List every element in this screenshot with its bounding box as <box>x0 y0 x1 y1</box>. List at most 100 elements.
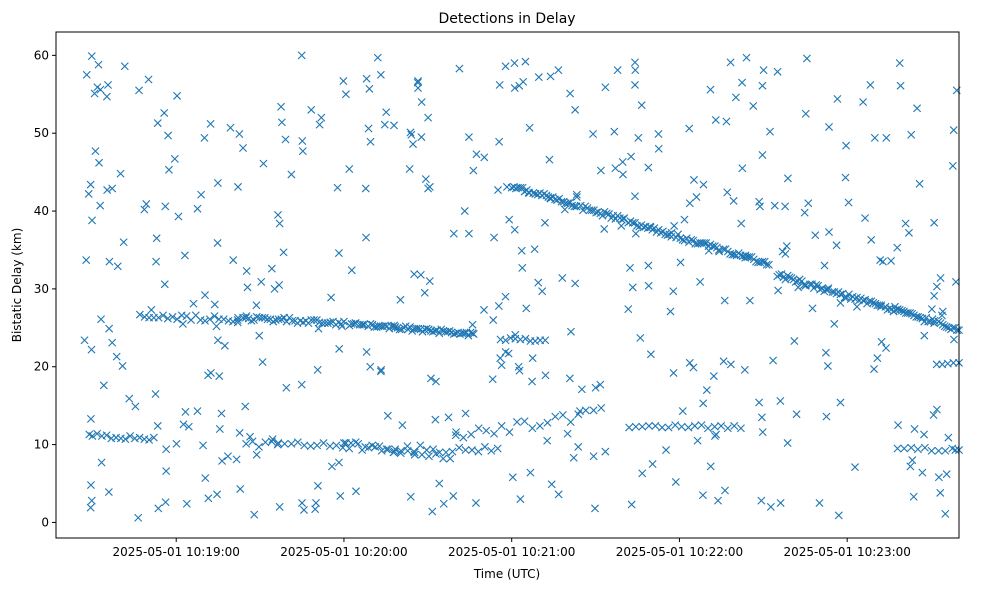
data-point <box>280 439 289 448</box>
data-point <box>882 344 891 353</box>
data-point <box>236 484 245 493</box>
data-point <box>164 165 173 174</box>
data-point <box>274 439 283 448</box>
data-point <box>720 296 729 305</box>
data-point <box>833 94 842 103</box>
data-point <box>745 296 754 305</box>
data-point <box>546 193 555 202</box>
data-point <box>689 363 698 372</box>
data-point <box>906 309 915 318</box>
data-point <box>413 78 422 87</box>
data-point <box>528 377 537 386</box>
data-point <box>540 218 549 227</box>
data-point <box>749 101 758 110</box>
data-point <box>646 223 655 232</box>
data-point <box>341 439 350 448</box>
data-point <box>261 438 270 447</box>
data-point <box>737 219 746 228</box>
data-point <box>870 133 879 142</box>
data-point <box>534 73 543 82</box>
data-point <box>604 210 613 219</box>
data-point <box>904 228 913 237</box>
data-point <box>591 504 599 513</box>
data-point <box>288 316 297 325</box>
data-point <box>121 435 130 444</box>
data-point <box>534 278 543 287</box>
data-point <box>104 488 113 497</box>
data-point <box>205 315 214 324</box>
data-point <box>521 334 530 343</box>
data-point <box>505 215 514 224</box>
data-point <box>770 201 779 210</box>
data-point <box>339 317 348 326</box>
data-point <box>469 166 478 175</box>
data-point <box>489 316 498 325</box>
data-point <box>546 72 555 81</box>
data-point <box>459 433 468 442</box>
data-point <box>951 277 960 286</box>
data-point <box>918 468 927 477</box>
data-point <box>644 261 653 270</box>
data-point <box>700 238 709 247</box>
data-point <box>235 428 244 437</box>
data-point <box>421 175 430 184</box>
data-point <box>897 306 906 315</box>
data-point <box>709 372 718 381</box>
data-point <box>684 423 693 432</box>
data-point <box>738 164 747 173</box>
data-point <box>246 432 255 441</box>
data-point <box>699 180 708 189</box>
data-point <box>566 89 575 98</box>
data-point <box>213 238 222 247</box>
data-point <box>775 270 784 279</box>
data-point <box>764 260 773 269</box>
data-point <box>426 374 435 383</box>
data-point <box>351 487 360 496</box>
data-point <box>792 410 801 419</box>
data-point <box>790 337 799 346</box>
data-point <box>366 137 375 146</box>
data-point <box>758 81 767 90</box>
data-point <box>359 320 368 329</box>
data-point <box>755 202 764 211</box>
data-point <box>715 247 724 256</box>
data-point <box>670 221 679 230</box>
data-point <box>873 354 882 363</box>
data-point <box>698 491 707 500</box>
data-point <box>759 66 768 75</box>
data-point <box>86 481 95 490</box>
data-point <box>338 443 347 452</box>
data-point <box>578 206 587 215</box>
data-point <box>217 409 226 418</box>
data-point <box>162 467 171 476</box>
data-point <box>242 266 251 275</box>
data-point <box>87 345 96 354</box>
data-point <box>822 412 831 421</box>
data-point <box>131 402 140 411</box>
data-point <box>409 140 417 149</box>
data-point <box>215 425 224 434</box>
data-point <box>895 305 904 314</box>
data-point <box>163 314 172 323</box>
data-point <box>338 322 346 331</box>
data-point <box>120 62 129 71</box>
data-point <box>587 206 596 215</box>
data-point <box>554 66 563 75</box>
data-point <box>362 233 371 242</box>
data-point <box>811 231 820 240</box>
data-point <box>654 144 663 153</box>
data-point <box>314 324 323 333</box>
data-point <box>396 446 405 455</box>
data-point <box>184 422 193 431</box>
data-point <box>535 421 544 430</box>
data-point <box>625 263 634 272</box>
data-point <box>424 113 433 122</box>
data-point <box>711 115 720 124</box>
data-point <box>206 119 215 128</box>
data-point <box>949 335 958 344</box>
data-point <box>722 117 731 126</box>
data-point <box>894 421 903 430</box>
data-point <box>566 327 575 336</box>
data-point <box>180 251 189 260</box>
plot-frame <box>55 31 960 539</box>
